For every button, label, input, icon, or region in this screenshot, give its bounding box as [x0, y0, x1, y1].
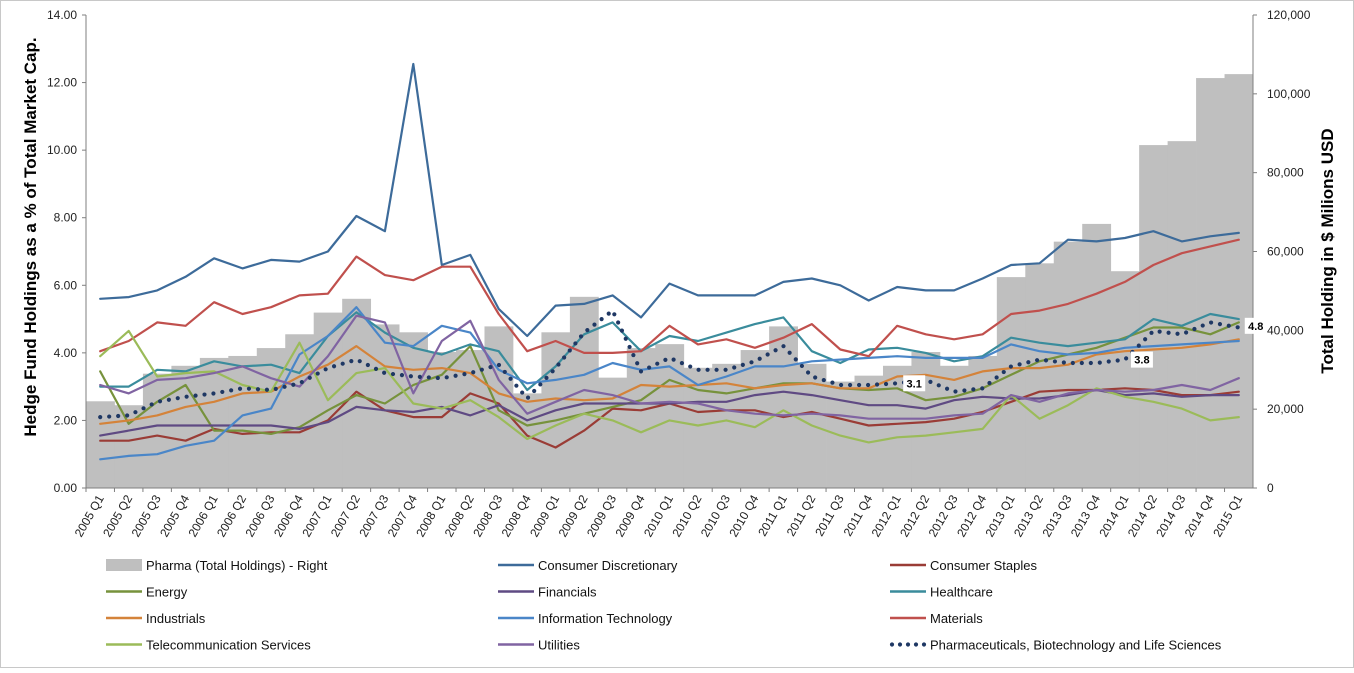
y-tick-label: 8.00	[54, 211, 78, 225]
callout-box	[1244, 317, 1267, 334]
y2-tick-label: 20,000	[1267, 402, 1304, 416]
y-tick-label: 14.00	[47, 8, 77, 22]
pharma-bar	[996, 277, 1026, 488]
y-tick-label: 10.00	[47, 143, 77, 157]
legend-label-consumer-discretionary: Consumer Discretionary	[538, 558, 678, 573]
y-axis-title: Hedge Fund Holdings as a % of Total Mark…	[21, 37, 40, 436]
y2-tick-label: 60,000	[1267, 245, 1304, 259]
pharma-bar	[683, 367, 713, 488]
series-line-telecommunication-services	[99, 329, 1240, 444]
pharma-bar	[854, 375, 884, 488]
callout-box	[1130, 351, 1153, 368]
pharma-bar	[769, 326, 798, 488]
callout-label: 3.8	[1134, 355, 1149, 367]
y-tick-label: 6.00	[54, 278, 78, 292]
series-line-industrials	[99, 338, 1240, 425]
pharma-bar	[1110, 271, 1140, 488]
pharma-bar	[1082, 223, 1112, 489]
y-tick-label: 4.00	[54, 346, 78, 360]
y2-axis-title: Total Holding in $ Milions USD	[1318, 128, 1337, 373]
pharma-bar	[1224, 74, 1254, 488]
y-tick-label: 2.00	[54, 413, 78, 427]
legend-label-consumer-staples: Consumer Staples	[930, 558, 1037, 573]
pharma-bar	[142, 373, 172, 488]
y-tick-label: 12.00	[47, 76, 77, 90]
y2-tick-label: 100,000	[1267, 87, 1311, 101]
pharma-bar	[740, 350, 770, 488]
y2-tick-label: 40,000	[1267, 323, 1304, 337]
legend-label-industrials: Industrials	[146, 611, 206, 626]
pharma-bar	[427, 352, 457, 488]
y2-tick-label: 120,000	[1267, 8, 1311, 22]
series-line-financials	[99, 388, 1240, 437]
legend-label-telecommunication-services: Telecommunication Services	[146, 638, 311, 653]
pharma-bar	[228, 355, 258, 488]
y2-tick-label: 80,000	[1267, 166, 1304, 180]
callout-box	[903, 375, 926, 392]
legend-label-financials: Financials	[538, 585, 597, 600]
legend-label-energy: Energy	[146, 585, 188, 600]
pharma-bar	[1139, 145, 1169, 488]
legend-label-information-technology: Information Technology	[538, 611, 673, 626]
series-line-consumer-discretionary	[99, 62, 1240, 338]
legend-swatch-bar	[106, 559, 142, 571]
legend-label-pharma-total-holdings-right: Pharma (Total Holdings) - Right	[146, 558, 328, 573]
pharma-bar	[285, 334, 315, 488]
y-tick-label: 0.00	[54, 481, 78, 495]
series-line-information-technology	[99, 306, 1240, 461]
pharma-bar	[256, 348, 286, 488]
series-line-energy	[99, 321, 1240, 435]
pharma-bar	[1196, 78, 1225, 489]
series-line-materials	[99, 238, 1240, 358]
pharma-bar	[939, 365, 969, 488]
callout-label: 3.1	[907, 378, 922, 390]
lines-layer	[98, 62, 1241, 461]
pharma-bar	[199, 357, 229, 488]
legend-label-materials: Materials	[930, 611, 983, 626]
pharma-bar	[370, 324, 400, 488]
pharma-bar	[968, 355, 998, 488]
pharma-bar	[342, 298, 372, 488]
pharma-bar	[86, 401, 115, 488]
pharma-bar	[1025, 263, 1055, 488]
legend-label-healthcare: Healthcare	[930, 585, 993, 600]
series-line-utilities	[99, 314, 1240, 420]
y2-tick-label: 0	[1267, 481, 1274, 495]
pharma-bar	[1167, 141, 1197, 488]
legend-label-pharmaceuticals-biotechnology-and-life-sciences: Pharmaceuticals, Biotechnology and Life …	[930, 638, 1222, 653]
callout-label: 4.8	[1248, 321, 1263, 333]
legend-label-utilities: Utilities	[538, 638, 580, 653]
legend: Pharma (Total Holdings) - Right Consumer …	[106, 558, 1222, 653]
annotations-layer: 3.1 3.8 4.8	[903, 317, 1267, 392]
